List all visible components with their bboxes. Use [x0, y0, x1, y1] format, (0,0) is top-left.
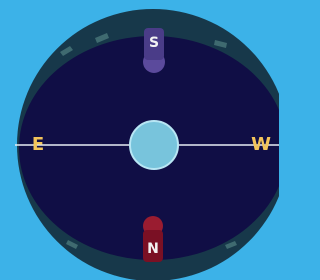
page: S N E W (() => { const data = JSON.parse… [0, 0, 279, 280]
north-needle: N [143, 216, 163, 262]
south-label: S [149, 35, 159, 51]
compass-screen: S N E W [0, 0, 279, 280]
center-hub [130, 121, 178, 169]
west-label: W [251, 134, 271, 155]
north-label: N [147, 241, 159, 257]
south-needle: S [143, 28, 165, 73]
east-label: E [32, 134, 44, 155]
